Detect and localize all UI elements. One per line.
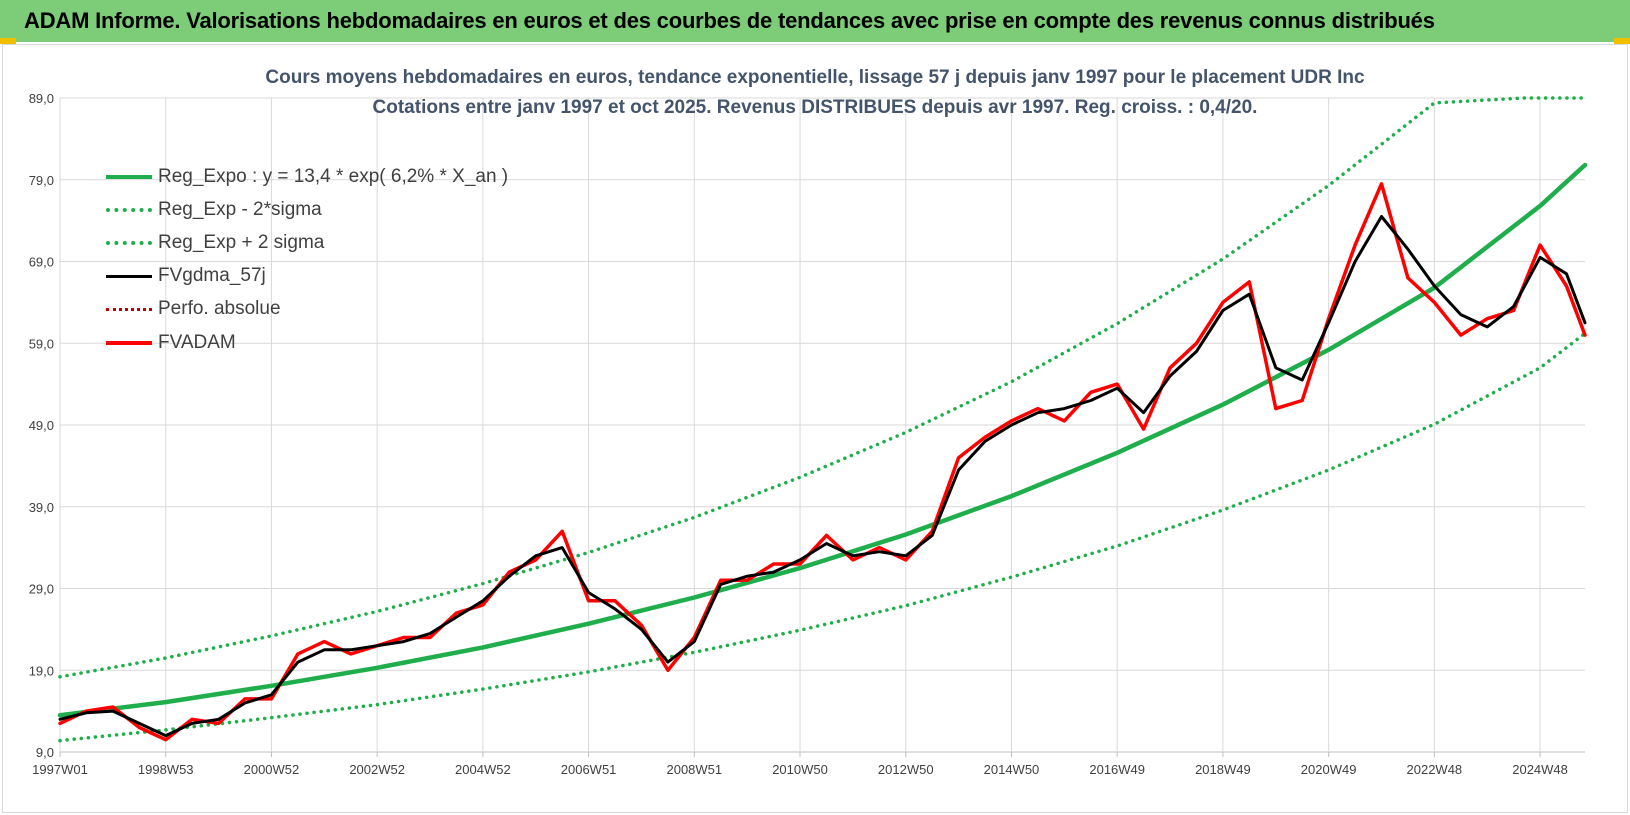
legend-item-fvadam: FVADAM (106, 326, 508, 359)
legend-label-reg-exp-minus: Reg_Exp - 2*sigma (158, 198, 322, 220)
legend-label-reg-exp-plus: Reg_Exp + 2 sigma (158, 231, 325, 253)
x-tick-label: 2024W48 (1512, 762, 1568, 777)
legend-label-fvadam: FVADAM (158, 331, 236, 353)
x-tick-label: 2006W51 (561, 762, 617, 777)
legend-label-fvgdma: FVgdma_57j (158, 265, 266, 287)
series-fvgdma-57j (58, 215, 1587, 738)
y-tick-label: 89,0 (29, 91, 54, 106)
series-reg-expo (57, 162, 1588, 718)
series-layer (57, 96, 1588, 743)
y-tick-label: 29,0 (29, 582, 54, 597)
legend-item-fvgdma: FVgdma_57j (106, 260, 508, 293)
y-tick-label: 9,0 (36, 745, 54, 760)
y-axis-ticks: 89,0 79,0 69,0 59,0 49,0 39,0 29,0 19,0 9,0 (29, 91, 54, 760)
x-tick-label: 2014W50 (984, 762, 1040, 777)
x-tick-label: 2022W48 (1407, 762, 1463, 777)
x-tick-label: 2000W52 (244, 762, 300, 777)
x-tick-label: 2018W49 (1195, 762, 1251, 777)
page-title: ADAM Informe. Valorisations hebdomadaire… (24, 8, 1435, 33)
y-tick-label: 59,0 (29, 336, 54, 351)
legend-swatch-fvgdma (106, 274, 152, 278)
legend-item-reg-exp-plus: Reg_Exp + 2 sigma (106, 226, 508, 259)
y-tick-label: 49,0 (29, 418, 54, 433)
series-reg-exp-plus-2-sigma (58, 96, 1587, 679)
legend-label-perfo-absolue: Perfo. absolue (158, 298, 281, 320)
legend-swatch-reg-expo (106, 174, 152, 179)
chart-title: Cours moyens hebdomadaires en euros, ten… (265, 67, 1365, 88)
corner-marker-right (1614, 38, 1630, 44)
y-tick-label: 39,0 (29, 500, 54, 515)
corner-marker-left (0, 38, 16, 44)
x-tick-label: 2012W50 (878, 762, 934, 777)
legend-item-reg-expo: Reg_Expo : y = 13,4 * exp( 6,2% * X_an ) (106, 160, 508, 193)
legend-swatch-reg-exp-plus (106, 240, 152, 245)
x-axis-ticks: 1997W01 1998W53 2000W52 2002W52 2004W52 2006W… (32, 762, 1568, 777)
y-tick-label: 19,0 (29, 663, 54, 678)
legend-swatch-reg-exp-minus (106, 207, 152, 212)
legend-swatch-fvadam (106, 340, 152, 345)
series-fvadam (58, 182, 1587, 742)
grid-layer (59, 97, 1585, 757)
chart-frame (2, 44, 1628, 813)
legend-swatch-perfo-absolue (106, 307, 152, 311)
chart-legend: Reg_Expo : y = 13,4 * exp( 6,2% * X_an )… (106, 160, 508, 359)
y-tick-label: 79,0 (29, 173, 54, 188)
x-tick-label: 2016W49 (1089, 762, 1145, 777)
title-banner: ADAM Informe. Valorisations hebdomadaire… (0, 0, 1630, 42)
legend-item-reg-exp-minus: Reg_Exp - 2*sigma (106, 193, 508, 226)
x-tick-label: 2002W52 (349, 762, 405, 777)
y-tick-label: 69,0 (29, 255, 54, 270)
x-tick-label: 2020W49 (1301, 762, 1357, 777)
series-reg-exp-minus-2-sigma (58, 331, 1587, 743)
x-tick-label: 2010W50 (772, 762, 828, 777)
legend-item-perfo-absolue: Perfo. absolue (106, 293, 508, 326)
x-tick-label: 1997W01 (32, 762, 88, 777)
x-tick-label: 2004W52 (455, 762, 511, 777)
x-tick-label: 2008W51 (666, 762, 722, 777)
legend-label-reg-expo: Reg_Expo : y = 13,4 * exp( 6,2% * X_an ) (158, 165, 509, 187)
chart-subtitle: Cotations entre janv 1997 et oct 2025. R… (372, 97, 1258, 118)
x-tick-label: 1998W53 (138, 762, 194, 777)
